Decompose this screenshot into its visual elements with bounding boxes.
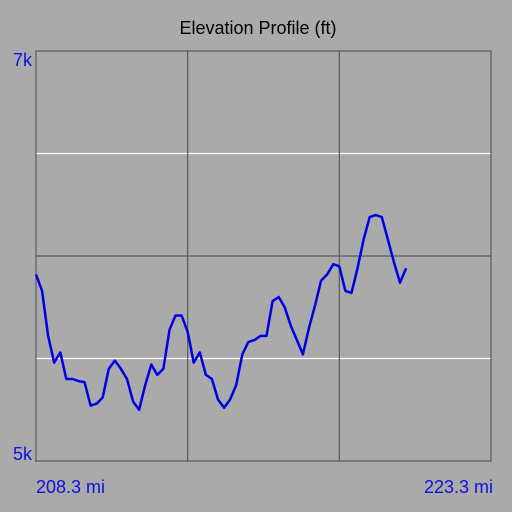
x-tick-label: 223.3 mi	[424, 477, 493, 497]
elevation-line	[34, 213, 408, 412]
chart-title: Elevation Profile (ft)	[179, 18, 336, 38]
x-tick-label: 208.3 mi	[36, 477, 105, 497]
plot-frame	[35, 50, 492, 462]
y-tick-label: 7k	[13, 50, 33, 70]
y-tick-label: 5k	[13, 444, 33, 464]
